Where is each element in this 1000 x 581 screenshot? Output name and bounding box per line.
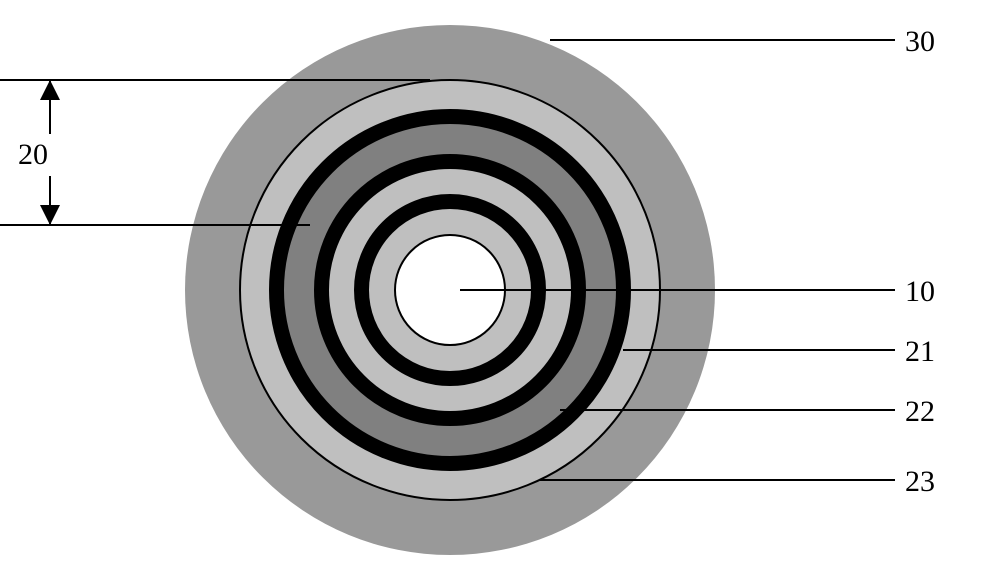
- dim-20-arrow-down: [40, 205, 60, 225]
- callout-10-label: 10: [905, 275, 935, 309]
- callout-23-label: 23: [905, 465, 935, 499]
- callout-22-label: 22: [905, 395, 935, 429]
- callout-30-label: 30: [905, 25, 935, 59]
- diagram-svg: [0, 0, 1000, 581]
- dim-20-label: 20: [18, 138, 48, 172]
- dim-20-arrow-up: [40, 80, 60, 100]
- callout-21-label: 21: [905, 335, 935, 369]
- diagram-stage: 20 30 10 21 22 23: [0, 0, 1000, 581]
